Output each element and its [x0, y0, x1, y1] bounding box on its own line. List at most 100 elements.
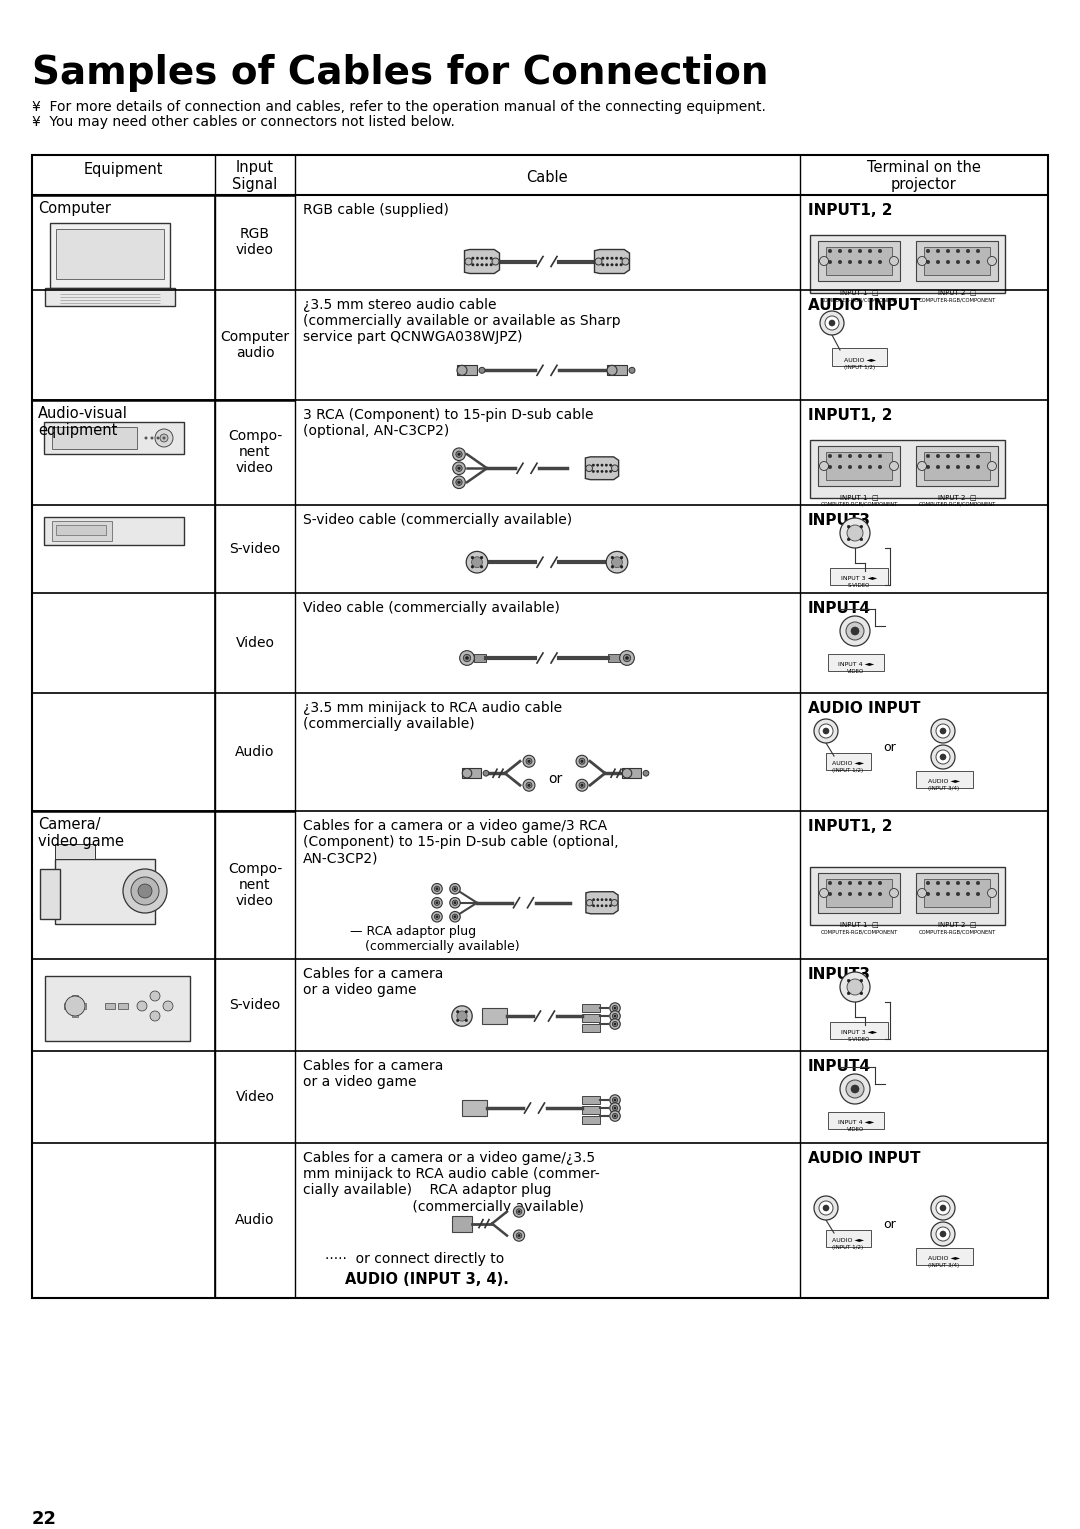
- Circle shape: [838, 893, 841, 896]
- Circle shape: [848, 260, 852, 265]
- Circle shape: [457, 1020, 459, 1021]
- Circle shape: [453, 462, 465, 474]
- Circle shape: [481, 557, 483, 560]
- Text: Compo-
nent
video: Compo- nent video: [228, 862, 282, 908]
- Text: INPUT1, 2: INPUT1, 2: [808, 820, 892, 833]
- Circle shape: [846, 1079, 864, 1098]
- Text: S-VIDEO: S-VIDEO: [848, 1037, 870, 1041]
- Circle shape: [481, 263, 483, 266]
- Circle shape: [612, 1105, 618, 1110]
- Circle shape: [936, 1226, 950, 1242]
- Polygon shape: [585, 457, 619, 480]
- Text: (INPUT 3/4): (INPUT 3/4): [929, 1263, 959, 1268]
- Circle shape: [890, 888, 899, 898]
- Circle shape: [611, 557, 622, 567]
- Text: (INPUT 1/2): (INPUT 1/2): [845, 365, 876, 370]
- Bar: [44, 517, 184, 544]
- Text: INPUT3: INPUT3: [808, 514, 870, 528]
- Text: INPUT 1  □: INPUT 1 □: [839, 289, 878, 295]
- Circle shape: [610, 1018, 620, 1029]
- Circle shape: [523, 755, 535, 768]
- Bar: [52, 521, 112, 541]
- Circle shape: [602, 257, 604, 260]
- Circle shape: [483, 771, 489, 777]
- Circle shape: [451, 1006, 472, 1026]
- Circle shape: [620, 257, 622, 260]
- Circle shape: [613, 1023, 616, 1024]
- Bar: [818, 242, 900, 281]
- Circle shape: [600, 463, 603, 466]
- Bar: [607, 365, 627, 375]
- Text: Cables for a camera
or a video game: Cables for a camera or a video game: [303, 966, 444, 997]
- Circle shape: [976, 454, 980, 457]
- Bar: [56, 229, 164, 278]
- Bar: [592, 896, 612, 908]
- Circle shape: [485, 257, 488, 260]
- Bar: [45, 976, 190, 1041]
- Circle shape: [611, 566, 613, 569]
- Circle shape: [581, 760, 583, 763]
- Circle shape: [931, 719, 955, 743]
- Bar: [818, 873, 900, 913]
- Bar: [55, 859, 156, 924]
- Bar: [474, 654, 486, 662]
- Circle shape: [579, 758, 585, 764]
- Text: Video: Video: [235, 636, 274, 650]
- Circle shape: [620, 651, 634, 665]
- Circle shape: [613, 1008, 616, 1009]
- Bar: [482, 1008, 507, 1024]
- Circle shape: [579, 783, 585, 789]
- Text: INPUT 2  □: INPUT 2 □: [937, 494, 976, 500]
- Bar: [32, 154, 1048, 1298]
- Bar: [105, 1003, 114, 1009]
- Circle shape: [860, 538, 863, 541]
- Circle shape: [838, 454, 841, 457]
- Text: or: or: [883, 1219, 896, 1231]
- Text: Cables for a camera
or a video game: Cables for a camera or a video game: [303, 1060, 444, 1089]
- Circle shape: [432, 911, 442, 922]
- Bar: [582, 1096, 600, 1104]
- Circle shape: [940, 1205, 946, 1211]
- Circle shape: [528, 784, 530, 786]
- Text: Audio: Audio: [235, 1212, 274, 1226]
- Circle shape: [490, 263, 492, 266]
- Circle shape: [936, 260, 940, 265]
- Circle shape: [476, 263, 478, 266]
- Circle shape: [860, 992, 863, 995]
- Circle shape: [605, 463, 607, 466]
- Circle shape: [612, 1113, 618, 1119]
- Circle shape: [523, 780, 535, 790]
- Circle shape: [456, 465, 462, 471]
- Circle shape: [840, 972, 870, 1001]
- Circle shape: [453, 901, 458, 905]
- Circle shape: [611, 263, 613, 266]
- Circle shape: [145, 436, 148, 439]
- Text: Audio-visual
equipment: Audio-visual equipment: [38, 407, 127, 439]
- Bar: [810, 235, 1005, 294]
- Bar: [80, 1003, 86, 1009]
- Text: ·····  or connect directly to: ····· or connect directly to: [325, 1252, 504, 1266]
- Text: Computer: Computer: [38, 200, 111, 216]
- Circle shape: [162, 436, 165, 439]
- Circle shape: [605, 899, 607, 901]
- Circle shape: [848, 454, 852, 457]
- Circle shape: [456, 451, 462, 457]
- Circle shape: [956, 260, 960, 265]
- Text: COMPUTER-RGB/COMPONENT: COMPUTER-RGB/COMPONENT: [821, 502, 897, 508]
- Circle shape: [458, 453, 460, 456]
- Circle shape: [616, 263, 618, 266]
- Circle shape: [137, 1001, 147, 1011]
- Circle shape: [976, 893, 980, 896]
- Text: S-VIDEO: S-VIDEO: [848, 583, 870, 589]
- Bar: [826, 879, 892, 907]
- Circle shape: [609, 905, 611, 907]
- Circle shape: [820, 310, 843, 335]
- Circle shape: [868, 249, 872, 252]
- Circle shape: [613, 1107, 616, 1109]
- Circle shape: [576, 755, 588, 768]
- Circle shape: [611, 899, 618, 907]
- Text: 3 RCA (Component) to 15-pin D-sub cable
(optional, AN-C3CP2): 3 RCA (Component) to 15-pin D-sub cable …: [303, 408, 594, 439]
- Circle shape: [820, 257, 828, 266]
- Circle shape: [940, 728, 946, 734]
- Circle shape: [625, 656, 629, 659]
